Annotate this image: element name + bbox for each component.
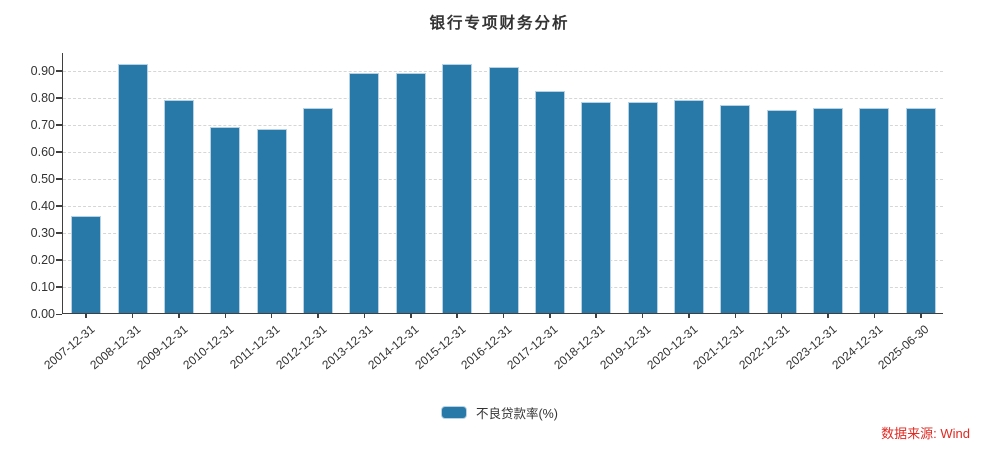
x-tick-mark	[780, 313, 783, 318]
y-axis-tick-label: 0.90	[30, 63, 55, 78]
x-tick-mark	[456, 313, 458, 318]
x-tick-mark	[363, 313, 366, 318]
x-axis-tick-label-text: 2010-12-31	[180, 322, 237, 373]
x-tick-mark	[410, 313, 412, 318]
y-tick-mark	[56, 178, 62, 180]
x-axis-tick-label-text: 2015-12-31	[412, 322, 469, 373]
x-axis-tick-label-text: 2008-12-31	[87, 322, 144, 373]
y-axis-tick-label: 0.40	[30, 198, 55, 213]
x-tick-mark	[178, 313, 180, 318]
y-tick-mark	[56, 313, 62, 315]
x-tick-mark	[688, 313, 690, 318]
y-axis-tick-label: 0.30	[30, 225, 55, 240]
bar-2011-12-31[interactable]	[256, 129, 287, 313]
x-axis-tick-label-text: 2013-12-31	[319, 322, 376, 373]
y-axis-tick-label: 0.20	[30, 252, 55, 267]
x-axis-tick-label-text: 2020-12-31	[643, 322, 700, 373]
x-axis-tick-label-text: 2022-12-31	[736, 322, 793, 373]
bar-2023-12-31[interactable]	[813, 107, 844, 313]
x-axis-tick-label-text: 2025-06-30	[875, 322, 932, 373]
y-axis-tick-label: 0.10	[30, 279, 55, 294]
bar-2017-12-31[interactable]	[534, 91, 565, 313]
y-axis-tick-label: 0.50	[30, 171, 55, 186]
plot-area: 0.00 0.10 0.20 0.30 0.40 0.50 0.60 0.70 0.80 0.90…	[31, 53, 943, 372]
x-tick-mark	[827, 313, 829, 318]
bar-2024-12-31[interactable]	[859, 107, 890, 313]
bar-2016-12-31[interactable]	[488, 67, 519, 313]
bar-2018-12-31[interactable]	[581, 102, 612, 313]
x-tick-mark	[270, 313, 273, 318]
y-tick-mark	[56, 232, 62, 234]
x-axis-tick-label-text: 2009-12-31	[133, 322, 190, 373]
legend[interactable]: 不良贷款率(%)	[0, 403, 999, 422]
bar-2025-06-30[interactable]	[905, 107, 936, 313]
x-axis-tick-label-text: 2018-12-31	[551, 322, 608, 373]
chart-title: 银行专项财务分析	[429, 15, 570, 32]
legend-label: 不良贷款率(%)	[476, 407, 558, 421]
x-tick-mark	[317, 313, 319, 318]
x-tick-mark	[734, 313, 737, 318]
x-tick-mark	[549, 313, 551, 318]
bar-2014-12-31[interactable]	[395, 72, 426, 313]
y-axis-tick-label: 0.00	[30, 307, 55, 321]
x-axis-tick-label-text: 2012-12-31	[272, 322, 330, 373]
bar-2010-12-31[interactable]	[210, 126, 241, 313]
bar-2022-12-31[interactable]	[766, 110, 797, 313]
bar-2019-12-31[interactable]	[627, 102, 658, 313]
data-source-label: 数据来源: Wind	[881, 426, 970, 441]
x-axis-tick-label-text: 2021-12-31	[690, 322, 747, 373]
x-tick-mark	[595, 313, 597, 318]
y-tick-mark	[56, 97, 62, 99]
x-tick-mark	[131, 313, 134, 318]
x-tick-mark	[224, 313, 227, 318]
x-axis-tick-label-text: 2017-12-31	[504, 322, 561, 373]
y-axis-tick-label: 0.70	[30, 117, 55, 132]
y-tick-mark	[56, 286, 62, 288]
x-axis-tick-label-text: 2014-12-31	[365, 322, 422, 373]
y-tick-mark	[56, 151, 62, 153]
bar-2009-12-31[interactable]	[163, 99, 194, 313]
y-tick-mark	[56, 124, 62, 126]
y-axis-tick-label: 0.60	[30, 144, 55, 159]
x-axis-tick-label-text: 2007-12-31	[41, 322, 98, 373]
x-tick-mark	[873, 313, 876, 318]
bar-2021-12-31[interactable]	[720, 104, 751, 313]
y-tick-mark	[56, 205, 62, 207]
bar-2008-12-31[interactable]	[117, 64, 148, 313]
y-tick-mark	[56, 259, 62, 261]
x-tick-mark	[641, 313, 644, 318]
x-tick-mark	[920, 313, 922, 318]
x-tick-mark	[85, 313, 87, 318]
x-axis-tick-label-text: 2019-12-31	[597, 322, 654, 373]
x-axis-tick-label-text: 2024-12-31	[829, 322, 886, 373]
bar-2007-12-31[interactable]	[71, 215, 102, 313]
y-axis-tick-label: 0.80	[30, 90, 55, 105]
x-axis-tick-label-text: 2023-12-31	[783, 322, 840, 373]
x-tick-mark	[502, 313, 505, 318]
bar-2013-12-31[interactable]	[349, 72, 380, 313]
bar-2012-12-31[interactable]	[303, 107, 334, 313]
y-tick-mark	[56, 70, 62, 72]
bar-2020-12-31[interactable]	[673, 99, 704, 313]
x-axis-tick-label-text: 2011-12-31	[227, 322, 283, 372]
bar-2015-12-31[interactable]	[442, 64, 473, 313]
legend-swatch-icon	[441, 406, 468, 419]
